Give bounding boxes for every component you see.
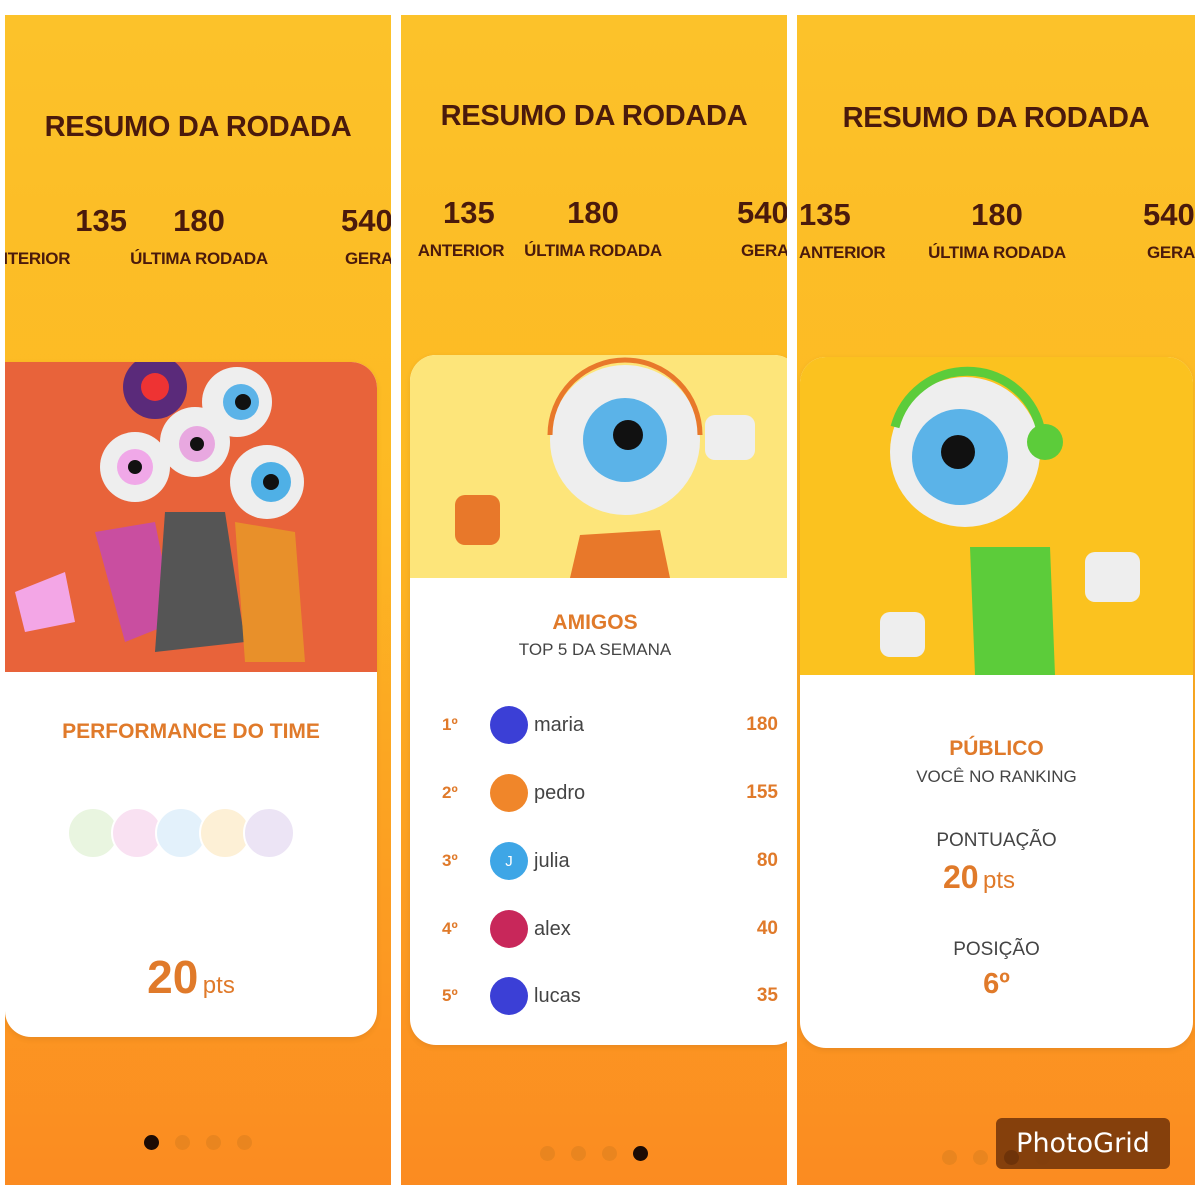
page-dot-1[interactable]: [540, 1146, 555, 1161]
pagination-dots: [5, 1135, 391, 1150]
robot-eye-icon: [123, 362, 187, 419]
friends-card[interactable]: AMIGOS TOP 5 DA SEMANA 1º maria 180 2º pedr…: [410, 355, 787, 1045]
friends-card-subtitle: TOP 5 DA SEMANA: [518, 640, 672, 659]
avatar: [490, 977, 528, 1015]
robot-eye-illustration: [880, 366, 1140, 675]
avatar: J: [490, 842, 528, 880]
team-card-title: PERFORMANCE DO TIME: [62, 720, 320, 743]
score-label: PONTUAÇÃO: [936, 830, 1057, 851]
pagination-dots: [401, 1146, 787, 1161]
page-title: RESUMO DA RODADA: [842, 102, 1150, 134]
team-hero-image: [5, 362, 377, 672]
position-label: POSIÇÃO: [953, 939, 1040, 960]
team-member-avatar: [111, 807, 163, 859]
robot-group-illustration: [15, 362, 305, 662]
robot-eye-icon: [100, 432, 170, 502]
ranking-row[interactable]: 4º alex 40: [410, 909, 787, 949]
ranking-row[interactable]: 5º lucas 35: [410, 976, 787, 1016]
team-points: 20 pts: [147, 951, 235, 1003]
page-title: RESUMO DA RODADA: [440, 100, 748, 132]
photogrid-watermark: PhotoGrid: [996, 1118, 1170, 1169]
stat-last-round: 180 ÚLTIMA RODADA: [130, 203, 268, 268]
page-dot-2[interactable]: [973, 1150, 988, 1165]
robot-eye-icon: [160, 407, 230, 477]
stat-overall: 540GERAL: [1143, 197, 1195, 262]
public-hero-image: [800, 357, 1193, 675]
page-dot-4[interactable]: [237, 1135, 252, 1150]
avatar: [490, 706, 528, 744]
public-card-title: PÚBLICO: [949, 737, 1044, 760]
screen-friends-ranking: RESUMO DA RODADA 135 ANTERIOR 180 ÚLTIMA R…: [401, 15, 787, 1185]
stat-overall: 540GERAL: [737, 195, 787, 260]
robot-eye-icon: [230, 445, 304, 519]
team-card[interactable]: PERFORMANCE DO TIME 20 pts: [5, 362, 377, 1037]
team-avatars: [67, 807, 295, 859]
robot-eye-illustration: [455, 357, 755, 578]
position-value: 6º: [983, 968, 1010, 1000]
avatar: [490, 910, 528, 948]
page-dot-2[interactable]: [571, 1146, 586, 1161]
page-dot-3[interactable]: [602, 1146, 617, 1161]
stat-last-round: 180 ÚLTIMA RODADA: [928, 197, 1066, 262]
page-dot-1[interactable]: [942, 1150, 957, 1165]
ranking-row[interactable]: 1º maria 180: [410, 705, 787, 745]
page-dot-2[interactable]: [175, 1135, 190, 1150]
screen-public-ranking: RESUMO DA RODADA 135 ANTERIOR 180 ÚLTIMA R…: [797, 15, 1195, 1185]
friends-hero-image: [410, 355, 787, 578]
page-title: RESUMO DA RODADA: [44, 111, 352, 143]
stat-overall: 540GERAL: [341, 203, 391, 268]
public-points: 20 pts: [942, 859, 1016, 895]
stat-last-round: 180 ÚLTIMA RODADA: [524, 195, 662, 260]
page-dot-4[interactable]: [633, 1146, 648, 1161]
page-dot-3[interactable]: [206, 1135, 221, 1150]
avatar: [490, 774, 528, 812]
team-member-avatar: [243, 807, 295, 859]
ranking-row[interactable]: 2º pedro 155: [410, 773, 787, 813]
friends-card-title: AMIGOS: [552, 611, 638, 634]
public-card[interactable]: PÚBLICO VOCÊ NO RANKING PONTUAÇÃO 20 pts…: [800, 357, 1193, 1048]
page-dot-1[interactable]: [144, 1135, 159, 1150]
public-card-subtitle: VOCÊ NO RANKING: [916, 767, 1077, 786]
